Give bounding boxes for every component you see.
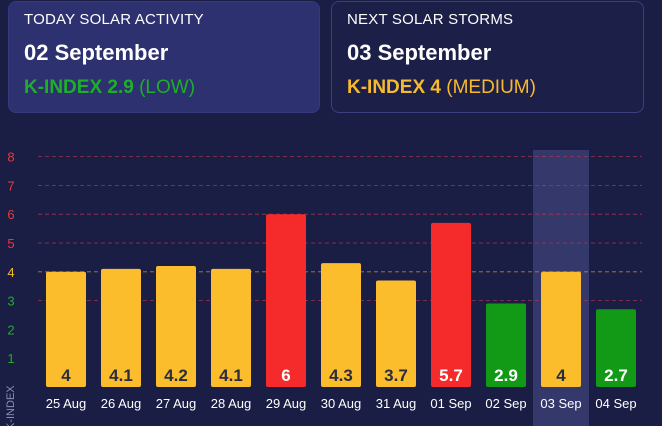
- y-axis-label: K-INDEX: [5, 385, 17, 426]
- x-tick-label: 25 Aug: [46, 396, 87, 411]
- next-storms-card: NEXT SOLAR STORMS 03 September K-INDEX 4…: [331, 1, 644, 113]
- bar-value-label: 4.1: [219, 366, 243, 385]
- bar[interactable]: [376, 280, 416, 387]
- x-tick-label: 01 Sep: [430, 396, 471, 411]
- bar-value-label: 4.1: [109, 366, 133, 385]
- bar-value-label: 4: [61, 366, 71, 385]
- y-tick-label: 7: [7, 178, 14, 193]
- next-storms-heading: NEXT SOLAR STORMS: [347, 11, 514, 28]
- bar[interactable]: [156, 266, 196, 387]
- today-kindex-level: (LOW): [139, 77, 196, 98]
- today-activity-card: TODAY SOLAR ACTIVITY 02 September K-INDE…: [8, 1, 320, 113]
- bar-value-label: 6: [281, 366, 290, 385]
- bar[interactable]: [486, 303, 526, 387]
- next-kindex-value: K-INDEX 4: [347, 77, 441, 98]
- bar-value-label: 5.7: [439, 366, 463, 385]
- x-tick-label: 03 Sep: [540, 396, 581, 411]
- bar[interactable]: [541, 271, 581, 387]
- x-tick-label: 30 Aug: [321, 396, 362, 411]
- x-tick-label: 31 Aug: [376, 396, 417, 411]
- x-tick-label: 04 Sep: [595, 396, 636, 411]
- next-kindex-line: K-INDEX 4 (MEDIUM): [347, 77, 628, 99]
- bar[interactable]: [46, 271, 86, 387]
- x-tick-label: 29 Aug: [266, 396, 307, 411]
- bar-value-label: 4.2: [164, 366, 188, 385]
- bar[interactable]: [211, 268, 251, 387]
- y-tick-label: 5: [7, 236, 14, 251]
- y-tick-label: 1: [7, 351, 14, 366]
- bar[interactable]: [596, 309, 636, 387]
- bar[interactable]: [431, 222, 471, 387]
- bar-value-label: 2.9: [494, 366, 518, 385]
- x-tick-label: 02 Sep: [485, 396, 526, 411]
- bar-value-label: 4.3: [329, 366, 353, 385]
- y-tick-label: 4: [7, 265, 14, 280]
- bar-value-label: 4: [556, 366, 566, 385]
- bar[interactable]: [101, 268, 141, 387]
- today-activity-date: 02 September: [24, 40, 169, 65]
- bar-value-label: 3.7: [384, 366, 408, 385]
- next-kindex-level: (MEDIUM): [446, 77, 536, 98]
- y-tick-label: 2: [7, 322, 14, 337]
- bar[interactable]: [321, 263, 361, 387]
- next-storms-date: 03 September: [347, 40, 492, 65]
- y-tick-label: 6: [7, 207, 14, 222]
- x-tick-label: 27 Aug: [156, 396, 197, 411]
- today-activity-heading: TODAY SOLAR ACTIVITY: [24, 11, 204, 28]
- bar[interactable]: [266, 214, 306, 387]
- today-kindex-value: K-INDEX 2.9: [24, 77, 134, 98]
- y-tick-label: 3: [7, 294, 14, 309]
- x-tick-label: 26 Aug: [101, 396, 142, 411]
- y-tick-label: 8: [7, 150, 14, 165]
- x-tick-label: 28 Aug: [211, 396, 252, 411]
- bar-value-label: 2.7: [604, 366, 628, 385]
- today-kindex-line: K-INDEX 2.9 (LOW): [24, 77, 304, 99]
